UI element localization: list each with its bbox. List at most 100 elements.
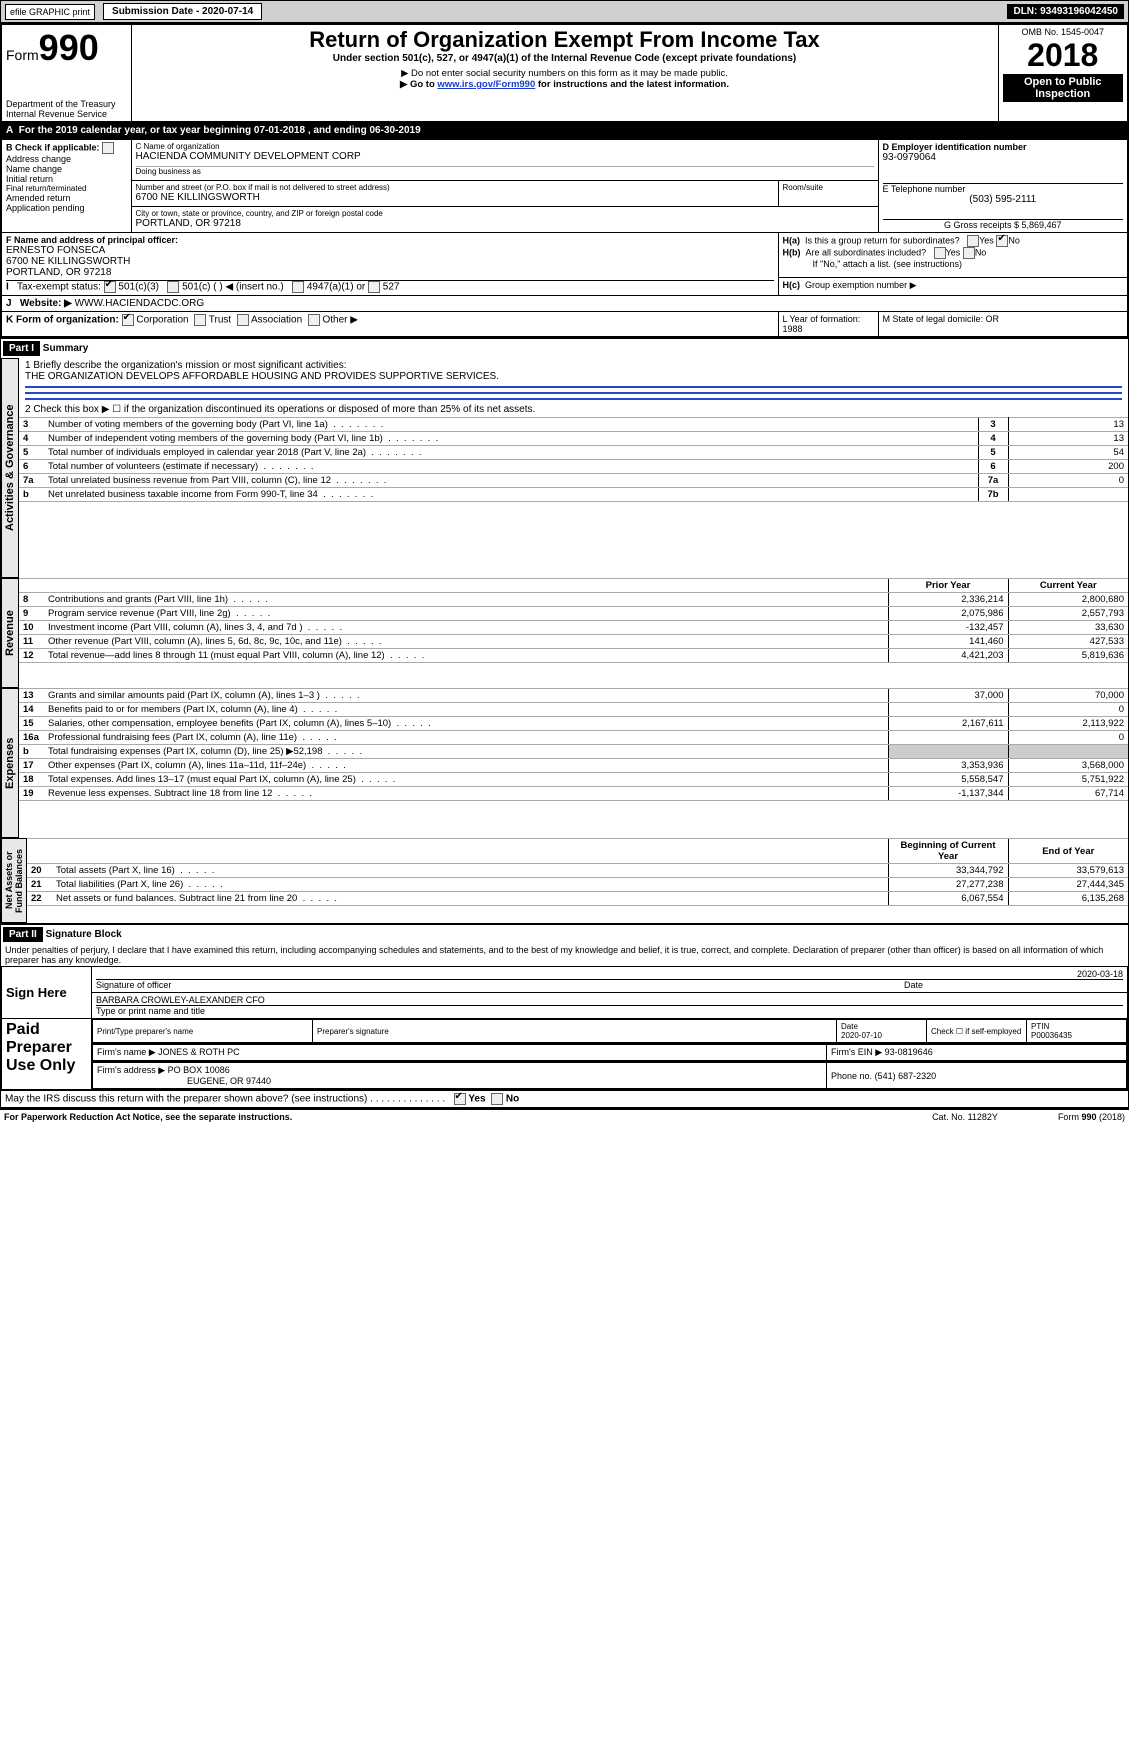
line-num: 3 bbox=[19, 418, 44, 432]
note2-prefix: ▶ Go to bbox=[400, 79, 437, 90]
sig-date: 2020-03-18 bbox=[1077, 969, 1123, 979]
table-row: 22 Net assets or fund balances. Subtract… bbox=[27, 892, 1128, 906]
section-a-header: A For the 2019 calendar year, or tax yea… bbox=[0, 123, 1129, 138]
check-final: Final return/terminated bbox=[6, 184, 127, 193]
dba-label: Doing business as bbox=[136, 166, 874, 176]
line-label: Net unrelated business taxable income fr… bbox=[44, 488, 978, 502]
prior-value bbox=[888, 703, 1008, 717]
col-num: 3 bbox=[978, 418, 1008, 432]
dln-number: DLN: 93493196042450 bbox=[1007, 4, 1124, 19]
prior-value bbox=[888, 745, 1008, 759]
checkbox-527[interactable] bbox=[368, 281, 380, 293]
note2-suffix: for instructions and the latest informat… bbox=[535, 79, 729, 90]
line-label: Total assets (Part X, line 16) . . . . . bbox=[52, 864, 888, 878]
table-row: b Net unrelated business taxable income … bbox=[19, 488, 1128, 502]
checkbox-assoc[interactable] bbox=[237, 314, 249, 326]
line-num: 13 bbox=[19, 689, 44, 703]
year-line: For the 2019 calendar year, or tax year … bbox=[19, 125, 421, 136]
org-name: HACIENDA COMMUNITY DEVELOPMENT CORP bbox=[136, 151, 874, 162]
checkbox-discuss-yes[interactable] bbox=[454, 1093, 466, 1105]
line-label: Total fundraising expenses (Part IX, col… bbox=[44, 745, 888, 759]
perjury-text: Under penalties of perjury, I declare th… bbox=[1, 944, 1128, 966]
prior-value: 37,000 bbox=[888, 689, 1008, 703]
sig-name-cell: BARBARA CROWLEY-ALEXANDER CFO Type or pr… bbox=[92, 993, 1128, 1019]
ha-text: Is this a group return for subordinates? bbox=[805, 235, 960, 245]
vert-revenue: Revenue bbox=[1, 578, 19, 688]
form-title: Return of Organization Exempt From Incom… bbox=[136, 27, 994, 53]
checkbox-applicable[interactable] bbox=[102, 142, 114, 154]
line-num: 20 bbox=[27, 864, 52, 878]
hb-note: If "No," attach a list. (see instruction… bbox=[813, 259, 1124, 269]
vert-expenses: Expenses bbox=[1, 688, 19, 838]
part1-container: Part I Summary Activities & Governance 1… bbox=[0, 338, 1129, 924]
checkbox-discuss-no[interactable] bbox=[491, 1093, 503, 1105]
table-row: 12 Total revenue—add lines 8 through 11 … bbox=[19, 649, 1128, 663]
check-pending: Application pending bbox=[6, 203, 127, 213]
begin-year-header: Beginning of Current Year bbox=[888, 839, 1008, 864]
year-formation: L Year of formation: 1988 bbox=[778, 312, 878, 338]
current-value: 67,714 bbox=[1008, 787, 1128, 801]
checkbox-hb-no[interactable] bbox=[963, 247, 975, 259]
submission-date: Submission Date - 2020-07-14 bbox=[103, 3, 262, 20]
f-label: F Name and address of principal officer: bbox=[6, 235, 178, 245]
ha-label: H(a) bbox=[783, 235, 801, 245]
table-row: 3 Number of voting members of the govern… bbox=[19, 418, 1128, 432]
table-row: 15 Salaries, other compensation, employe… bbox=[19, 717, 1128, 731]
line-num: 16a bbox=[19, 731, 44, 745]
line-label: Program service revenue (Part VIII, line… bbox=[44, 607, 888, 621]
line-num: 14 bbox=[19, 703, 44, 717]
org-name-cell: C Name of organization HACIENDA COMMUNIT… bbox=[131, 139, 878, 180]
checkbox-hb-yes[interactable] bbox=[934, 247, 946, 259]
line-value: 200 bbox=[1008, 460, 1128, 474]
discuss-yes: Yes bbox=[468, 1094, 485, 1105]
line-label: Total number of individuals employed in … bbox=[44, 446, 978, 460]
j-label: J bbox=[6, 298, 12, 309]
table-row: 5 Total number of individuals employed i… bbox=[19, 446, 1128, 460]
addr-label: Number and street (or P.O. box if mail i… bbox=[136, 183, 774, 192]
checkbox-4947[interactable] bbox=[292, 281, 304, 293]
form-note1: ▶ Do not enter social security numbers o… bbox=[136, 68, 994, 79]
checkbox-ha-yes[interactable] bbox=[967, 235, 979, 247]
form-note2: ▶ Go to www.irs.gov/Form990 for instruct… bbox=[136, 79, 994, 90]
prior-value: 33,344,792 bbox=[888, 864, 1008, 878]
tax-year: 2018 bbox=[1003, 37, 1124, 74]
street-cell: Number and street (or P.O. box if mail i… bbox=[131, 180, 778, 206]
col-num: 7a bbox=[978, 474, 1008, 488]
officer-cell: F Name and address of principal officer:… bbox=[1, 233, 778, 296]
current-value: 27,444,345 bbox=[1008, 878, 1128, 892]
i-label: I bbox=[6, 282, 9, 293]
current-value: 70,000 bbox=[1008, 689, 1128, 703]
netassets-table: Beginning of Current YearEnd of Year 20 … bbox=[27, 838, 1128, 906]
hb-yes: Yes bbox=[946, 247, 961, 257]
checkbox-ha-no[interactable] bbox=[996, 235, 1008, 247]
expenses-table: 13 Grants and similar amounts paid (Part… bbox=[19, 688, 1128, 801]
checkbox-trust[interactable] bbox=[194, 314, 206, 326]
prior-value: 6,067,554 bbox=[888, 892, 1008, 906]
prior-value: 141,460 bbox=[888, 635, 1008, 649]
checkbox-501c3[interactable] bbox=[104, 281, 116, 293]
irs-link[interactable]: www.irs.gov/Form990 bbox=[437, 79, 535, 90]
firm-ein: 93-0819646 bbox=[885, 1047, 933, 1057]
current-value: 5,819,636 bbox=[1008, 649, 1128, 663]
checkbox-corp[interactable] bbox=[122, 314, 134, 326]
line-label: Net assets or fund balances. Subtract li… bbox=[52, 892, 888, 906]
firm-addr2: EUGENE, OR 97440 bbox=[187, 1076, 271, 1086]
line-num: 9 bbox=[19, 607, 44, 621]
discuss-no: No bbox=[506, 1094, 519, 1105]
room-label: Room/suite bbox=[778, 180, 878, 206]
city-cell: City or town, state or province, country… bbox=[131, 206, 878, 232]
opt-527: 527 bbox=[383, 282, 400, 293]
sig-name: BARBARA CROWLEY-ALEXANDER CFO bbox=[96, 995, 1123, 1006]
irs-label: Internal Revenue Service bbox=[6, 109, 127, 119]
current-value: 5,751,922 bbox=[1008, 773, 1128, 787]
checkbox-other[interactable] bbox=[308, 314, 320, 326]
prior-value: 27,277,238 bbox=[888, 878, 1008, 892]
firm-phone: (541) 687-2320 bbox=[875, 1071, 937, 1081]
checkbox-501c[interactable] bbox=[167, 281, 179, 293]
form-subtitle: Under section 501(c), 527, or 4947(a)(1)… bbox=[136, 53, 994, 64]
org-info-table: B Check if applicable: Address change Na… bbox=[0, 138, 1129, 338]
current-value: 427,533 bbox=[1008, 635, 1128, 649]
mission-text: THE ORGANIZATION DEVELOPS AFFORDABLE HOU… bbox=[25, 371, 1122, 382]
prep-sig-label: Preparer's signature bbox=[313, 1020, 837, 1043]
vert-netassets: Net Assets or Fund Balances bbox=[1, 838, 27, 923]
